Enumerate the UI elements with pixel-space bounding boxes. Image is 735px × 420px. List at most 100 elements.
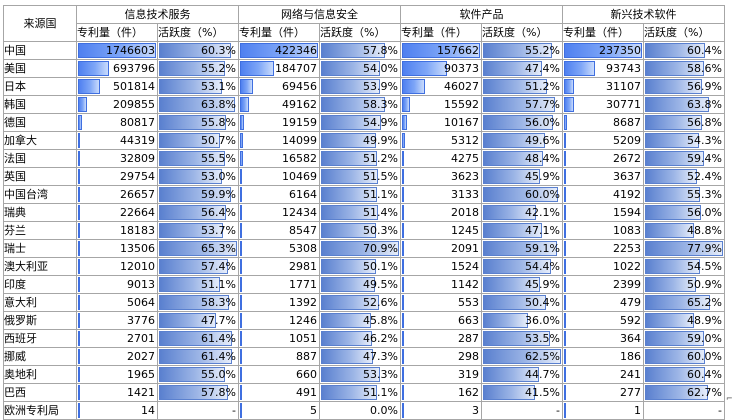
activity-cell[interactable]: 48.8%: [643, 221, 725, 240]
activity-cell[interactable]: 44.7%: [481, 365, 563, 384]
activity-cell[interactable]: 51.1%: [319, 383, 401, 402]
activity-cell[interactable]: 51.5%: [319, 167, 401, 186]
patent-cell[interactable]: 3623: [400, 167, 482, 186]
activity-cell[interactable]: 54.5%: [643, 257, 725, 276]
patent-cell[interactable]: 319: [400, 365, 482, 384]
patent-cell[interactable]: 186: [562, 347, 644, 366]
patent-cell[interactable]: 1746603: [76, 41, 158, 60]
activity-cell[interactable]: 58.3%: [157, 293, 239, 312]
patent-cell[interactable]: 93743: [562, 59, 644, 78]
activity-cell[interactable]: 53.1%: [157, 77, 239, 96]
activity-cell[interactable]: 53.3%: [319, 365, 401, 384]
activity-header[interactable]: 活跃度（%）: [157, 23, 239, 42]
patent-cell[interactable]: 2253: [562, 239, 644, 258]
patent-cell[interactable]: 13506: [76, 239, 158, 258]
activity-cell[interactable]: 45.8%: [319, 311, 401, 330]
patent-cell[interactable]: 10469: [238, 167, 320, 186]
activity-cell[interactable]: 53.0%: [157, 167, 239, 186]
patent-cell[interactable]: 8547: [238, 221, 320, 240]
patent-cell[interactable]: 69456: [238, 77, 320, 96]
activity-cell[interactable]: 46.2%: [319, 329, 401, 348]
patent-cell[interactable]: 1083: [562, 221, 644, 240]
activity-cell[interactable]: 53.7%: [157, 221, 239, 240]
activity-cell[interactable]: 59.0%: [643, 329, 725, 348]
patent-cell[interactable]: 16582: [238, 149, 320, 168]
activity-cell[interactable]: 59.9%: [157, 185, 239, 204]
activity-cell[interactable]: 50.1%: [319, 257, 401, 276]
activity-cell[interactable]: 55.2%: [157, 59, 239, 78]
activity-cell[interactable]: 50.9%: [643, 275, 725, 294]
patent-cell[interactable]: 663: [400, 311, 482, 330]
patent-cell[interactable]: 1421: [76, 383, 158, 402]
activity-cell[interactable]: 54.9%: [319, 113, 401, 132]
patent-cell[interactable]: 422346: [238, 41, 320, 60]
patent-cell[interactable]: 22664: [76, 203, 158, 222]
patent-cell[interactable]: 157662: [400, 41, 482, 60]
activity-cell[interactable]: 60.0%: [643, 347, 725, 366]
patent-cell[interactable]: 15592: [400, 95, 482, 114]
patent-cell[interactable]: 29754: [76, 167, 158, 186]
patent-cell[interactable]: 2981: [238, 257, 320, 276]
activity-cell[interactable]: 54.0%: [319, 59, 401, 78]
activity-cell[interactable]: 49.5%: [319, 275, 401, 294]
patent-header[interactable]: 专利量（件）: [238, 23, 320, 42]
patent-cell[interactable]: 49162: [238, 95, 320, 114]
activity-cell[interactable]: 60.0%: [481, 185, 563, 204]
country-cell[interactable]: 印度: [3, 275, 77, 294]
patent-cell[interactable]: 4192: [562, 185, 644, 204]
country-cell[interactable]: 瑞士: [3, 239, 77, 258]
patent-cell[interactable]: 3133: [400, 185, 482, 204]
activity-cell[interactable]: 61.4%: [157, 347, 239, 366]
patent-cell[interactable]: 553: [400, 293, 482, 312]
activity-cell[interactable]: 47.3%: [319, 347, 401, 366]
activity-cell[interactable]: 61.4%: [157, 329, 239, 348]
activity-cell[interactable]: 58.3%: [319, 95, 401, 114]
activity-cell[interactable]: 70.9%: [319, 239, 401, 258]
patent-cell[interactable]: 1022: [562, 257, 644, 276]
activity-cell[interactable]: 41.5%: [481, 383, 563, 402]
activity-cell[interactable]: 47.1%: [481, 221, 563, 240]
country-cell[interactable]: 欧洲专利局: [3, 401, 77, 420]
patent-cell[interactable]: 1051: [238, 329, 320, 348]
activity-cell[interactable]: 47.4%: [481, 59, 563, 78]
activity-cell[interactable]: 63.8%: [157, 95, 239, 114]
country-cell[interactable]: 芬兰: [3, 221, 77, 240]
activity-header[interactable]: 活跃度（%）: [643, 23, 725, 42]
patent-cell[interactable]: 5064: [76, 293, 158, 312]
country-cell[interactable]: 瑞典: [3, 203, 77, 222]
activity-cell[interactable]: 51.2%: [319, 149, 401, 168]
activity-cell[interactable]: 56.8%: [643, 113, 725, 132]
patent-cell[interactable]: 5312: [400, 131, 482, 150]
patent-cell[interactable]: 1771: [238, 275, 320, 294]
activity-cell[interactable]: 56.4%: [157, 203, 239, 222]
country-cell[interactable]: 美国: [3, 59, 77, 78]
activity-cell[interactable]: 48.9%: [643, 311, 725, 330]
patent-cell[interactable]: 479: [562, 293, 644, 312]
activity-cell[interactable]: 60.4%: [643, 365, 725, 384]
country-cell[interactable]: 加拿大: [3, 131, 77, 150]
country-cell[interactable]: 德国: [3, 113, 77, 132]
patent-cell[interactable]: 364: [562, 329, 644, 348]
activity-cell[interactable]: 55.2%: [481, 41, 563, 60]
activity-cell[interactable]: 59.4%: [643, 149, 725, 168]
activity-cell[interactable]: 51.1%: [157, 275, 239, 294]
activity-cell[interactable]: 56.0%: [643, 203, 725, 222]
activity-cell[interactable]: 52.4%: [643, 167, 725, 186]
patent-cell[interactable]: 12434: [238, 203, 320, 222]
activity-cell[interactable]: 51.4%: [319, 203, 401, 222]
activity-cell[interactable]: 55.3%: [643, 185, 725, 204]
patent-cell[interactable]: 12010: [76, 257, 158, 276]
activity-cell[interactable]: 57.8%: [319, 41, 401, 60]
patent-cell[interactable]: 287: [400, 329, 482, 348]
patent-cell[interactable]: 19159: [238, 113, 320, 132]
paste-options-icon[interactable]: ⌐: [726, 394, 733, 403]
patent-cell[interactable]: 491: [238, 383, 320, 402]
activity-cell[interactable]: 52.6%: [319, 293, 401, 312]
activity-cell[interactable]: 50.3%: [319, 221, 401, 240]
activity-header[interactable]: 活跃度（%）: [319, 23, 401, 42]
patent-cell[interactable]: 2018: [400, 203, 482, 222]
patent-cell[interactable]: 14099: [238, 131, 320, 150]
activity-cell[interactable]: 57.7%: [481, 95, 563, 114]
activity-cell[interactable]: 36.0%: [481, 311, 563, 330]
patent-cell[interactable]: 6164: [238, 185, 320, 204]
